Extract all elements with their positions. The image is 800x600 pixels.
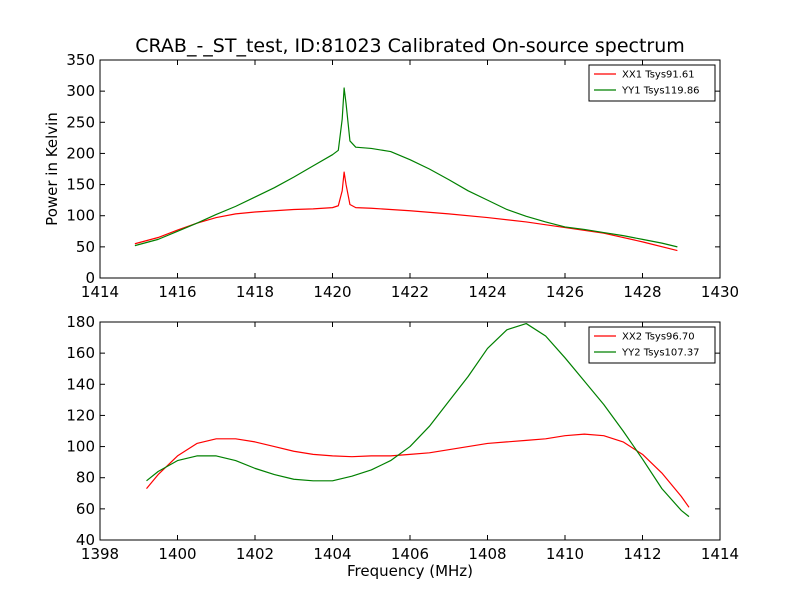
top-y-tick-label: 200 [66, 144, 95, 162]
top-y-tick-label: 50 [76, 238, 95, 256]
bottom-x-tick-label: 1406 [391, 545, 429, 563]
top-x-tick-label: 1430 [701, 283, 739, 301]
top-plot-series [134, 87, 678, 252]
bottom-legend-box [588, 326, 716, 364]
top-y-tick-label: 350 [66, 51, 95, 69]
top-x-tick-label: 1418 [236, 283, 274, 301]
top-y-tick-label: 300 [66, 82, 95, 100]
top-y-tick-label: 250 [66, 113, 95, 131]
top-y-tick-label: 0 [85, 269, 95, 287]
bottom-x-tick-label: 1404 [313, 545, 351, 563]
top-x-tick-label: 1426 [546, 283, 584, 301]
top-legend-label-xx1: XX1 Tsys91.61 [622, 70, 695, 81]
bottom-y-tick-label: 120 [66, 406, 95, 424]
bottom-y-tick-label: 140 [66, 375, 95, 393]
top-x-tick-label: 1424 [468, 283, 506, 301]
top-legend-box [588, 64, 716, 102]
top-plot: 1414 1416 1418 1420 1422 1424 1426 1428 1430 0 50 1… [43, 51, 739, 301]
top-plot-ticks: 1414 1416 1418 1420 1422 1424 1426 1428 1430 0 50 1… [66, 51, 739, 301]
top-series-line-xx [134, 171, 678, 252]
top-legend: XX1 Tsys91.61 YY1 Tsys119.86 [588, 64, 716, 102]
bottom-y-tick-label: 40 [76, 531, 95, 549]
top-legend-label-yy1: YY1 Tsys119.86 [621, 86, 700, 97]
bottom-plot: 1398 1400 1402 1404 1406 1408 1410 1412 1414 40 60… [66, 313, 739, 580]
bottom-x-tick-label: 1410 [546, 545, 584, 563]
bottom-y-tick-label: 180 [66, 313, 95, 331]
bottom-x-tick-label: 1398 [81, 545, 119, 563]
top-x-tick-label: 1422 [391, 283, 429, 301]
bottom-x-axis-label: Frequency (MHz) [347, 562, 473, 580]
bottom-plot-series [146, 322, 690, 518]
bottom-legend: XX2 Tsys96.70 YY2 Tsys107.37 [588, 326, 716, 364]
bottom-y-tick-label: 160 [66, 344, 95, 362]
bottom-y-tick-label: 60 [76, 500, 95, 518]
top-y-axis-label: Power in Kelvin [43, 112, 61, 226]
bottom-plot-ticks: 1398 1400 1402 1404 1406 1408 1410 1412 1414 40 60… [66, 313, 739, 563]
top-y-tick-label: 150 [66, 176, 95, 194]
top-y-tick-label: 100 [66, 207, 95, 225]
bottom-series-line-yy [146, 322, 690, 518]
bottom-series-line-xx [146, 433, 690, 508]
bottom-legend-label-yy2: YY2 Tsys107.37 [621, 348, 700, 359]
bottom-x-tick-label: 1414 [701, 545, 739, 563]
chart-title: CRAB_-_ST_test, ID:81023 Calibrated On-s… [135, 35, 685, 57]
top-x-tick-label: 1416 [158, 283, 196, 301]
bottom-y-tick-label: 100 [66, 438, 95, 456]
top-series-line-yy [134, 87, 678, 248]
bottom-legend-label-xx2: XX2 Tsys96.70 [622, 332, 695, 343]
bottom-x-tick-label: 1408 [468, 545, 506, 563]
top-x-tick-label: 1414 [81, 283, 119, 301]
bottom-y-tick-label: 80 [76, 469, 95, 487]
bottom-x-tick-label: 1412 [623, 545, 661, 563]
bottom-x-tick-label: 1400 [158, 545, 196, 563]
top-x-tick-label: 1428 [623, 283, 661, 301]
top-x-tick-label: 1420 [313, 283, 351, 301]
bottom-x-tick-label: 1402 [236, 545, 274, 563]
